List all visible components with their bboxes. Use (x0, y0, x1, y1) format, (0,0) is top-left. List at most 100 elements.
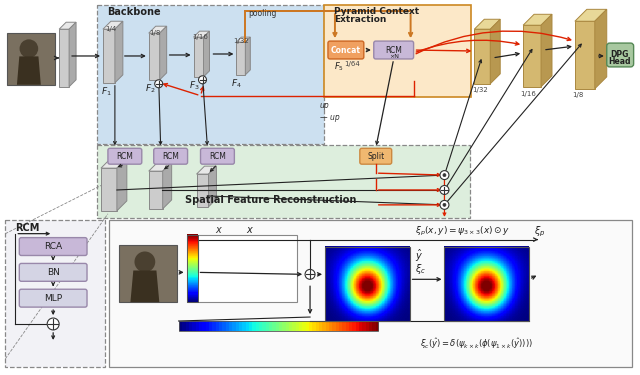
FancyBboxPatch shape (119, 244, 177, 302)
FancyBboxPatch shape (8, 33, 55, 85)
FancyBboxPatch shape (360, 148, 392, 164)
Circle shape (20, 39, 38, 58)
Text: $\xi_c$: $\xi_c$ (415, 262, 426, 276)
Polygon shape (490, 19, 500, 84)
Polygon shape (245, 37, 250, 75)
Polygon shape (103, 21, 123, 29)
Text: Extraction: Extraction (334, 15, 387, 24)
Polygon shape (69, 22, 76, 87)
Text: pooling: pooling (248, 9, 276, 18)
Text: Head: Head (609, 57, 631, 66)
Text: Spatial Feature Reconstruction: Spatial Feature Reconstruction (184, 195, 356, 205)
Polygon shape (541, 14, 552, 87)
FancyBboxPatch shape (328, 41, 364, 59)
Text: $\xi_c(\hat{y})=\delta(\psi_{k\times k}(\phi(\psi_{1\times k}(\hat{y}))))$: $\xi_c(\hat{y})=\delta(\psi_{k\times k}(… (420, 337, 532, 351)
Text: BN: BN (47, 268, 60, 277)
Text: 1/8: 1/8 (148, 30, 160, 36)
Polygon shape (101, 158, 127, 168)
Polygon shape (17, 56, 41, 85)
Circle shape (440, 186, 449, 195)
Polygon shape (474, 29, 490, 84)
Text: Pyramid Context: Pyramid Context (334, 8, 419, 16)
Polygon shape (163, 162, 172, 209)
Text: x: x (216, 225, 221, 235)
Text: RCM: RCM (209, 152, 226, 161)
Text: ×N: ×N (388, 54, 399, 60)
FancyBboxPatch shape (324, 5, 471, 97)
Polygon shape (115, 21, 123, 83)
Polygon shape (595, 9, 607, 89)
Text: 1/32: 1/32 (234, 38, 249, 44)
FancyBboxPatch shape (5, 220, 105, 367)
FancyBboxPatch shape (97, 146, 470, 218)
FancyBboxPatch shape (374, 41, 413, 59)
FancyBboxPatch shape (108, 148, 142, 164)
Text: 1/8: 1/8 (572, 92, 583, 98)
Circle shape (305, 269, 315, 279)
Polygon shape (209, 166, 216, 207)
Text: $\hat{y}$: $\hat{y}$ (415, 248, 422, 264)
Text: $\xi_p(x,y)=\psi_{3\times3}(x)\odot y$: $\xi_p(x,y)=\psi_{3\times3}(x)\odot y$ (415, 225, 510, 238)
Text: MLP: MLP (44, 294, 62, 303)
FancyBboxPatch shape (19, 238, 87, 255)
Text: 1/4: 1/4 (105, 26, 116, 32)
Polygon shape (59, 29, 69, 87)
FancyBboxPatch shape (187, 235, 297, 302)
FancyBboxPatch shape (200, 148, 234, 164)
FancyBboxPatch shape (154, 148, 188, 164)
Polygon shape (59, 22, 76, 29)
Text: $F_2$: $F_2$ (145, 83, 156, 95)
Circle shape (155, 80, 163, 88)
Polygon shape (193, 31, 209, 37)
Text: Split: Split (367, 152, 385, 161)
Text: $F_1$: $F_1$ (101, 86, 111, 98)
Polygon shape (160, 26, 166, 80)
Text: RCM: RCM (15, 223, 40, 233)
Polygon shape (148, 162, 172, 171)
Text: 1/32: 1/32 (472, 87, 488, 93)
Text: $F_4$: $F_4$ (232, 78, 242, 90)
Polygon shape (575, 21, 595, 89)
Text: DPG: DPG (611, 51, 629, 60)
Polygon shape (236, 37, 250, 42)
Circle shape (440, 200, 449, 209)
Polygon shape (204, 31, 209, 77)
Circle shape (440, 171, 449, 180)
Text: — up: — up (320, 112, 340, 122)
Polygon shape (148, 26, 166, 33)
Text: $F_5$: $F_5$ (334, 61, 344, 74)
Polygon shape (575, 9, 607, 21)
Polygon shape (196, 174, 209, 207)
Polygon shape (474, 19, 500, 29)
Text: RCM: RCM (162, 152, 179, 161)
Text: 1/64: 1/64 (344, 61, 360, 67)
Text: Concat: Concat (331, 45, 361, 54)
Text: $\xi_p$: $\xi_p$ (534, 225, 545, 239)
FancyBboxPatch shape (109, 220, 632, 367)
Polygon shape (103, 29, 115, 83)
Text: RCM: RCM (116, 152, 133, 161)
Text: 1/16: 1/16 (193, 34, 209, 40)
Text: 1/16: 1/16 (520, 91, 536, 97)
Circle shape (47, 318, 59, 330)
Polygon shape (148, 33, 160, 80)
Polygon shape (523, 14, 552, 25)
Polygon shape (148, 171, 163, 209)
Text: RCA: RCA (44, 242, 62, 251)
Circle shape (443, 203, 446, 206)
Circle shape (443, 174, 446, 177)
Polygon shape (117, 158, 127, 211)
Polygon shape (193, 37, 204, 77)
Polygon shape (523, 25, 541, 87)
FancyBboxPatch shape (19, 263, 87, 281)
Circle shape (134, 252, 156, 272)
Polygon shape (101, 168, 117, 211)
Text: up: up (320, 100, 330, 109)
FancyBboxPatch shape (19, 289, 87, 307)
Polygon shape (236, 42, 245, 75)
Text: RCM: RCM (385, 45, 402, 54)
Circle shape (198, 76, 207, 84)
FancyBboxPatch shape (607, 43, 634, 67)
Polygon shape (131, 270, 159, 302)
Text: $F_3$: $F_3$ (189, 80, 199, 92)
